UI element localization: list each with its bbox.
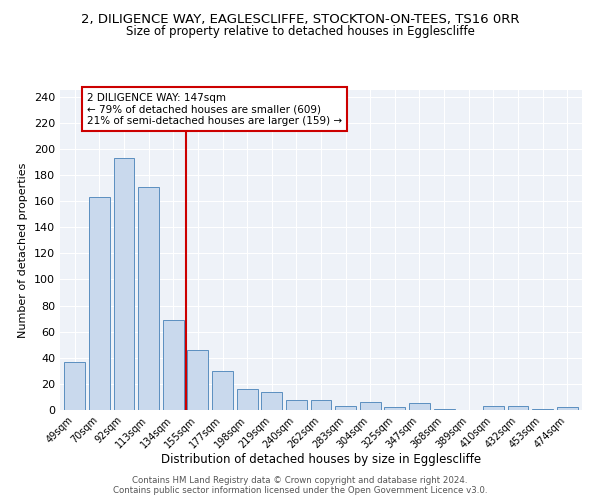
Bar: [89, 197, 110, 410]
Text: Contains HM Land Registry data © Crown copyright and database right 2024.
Contai: Contains HM Land Registry data © Crown c…: [113, 476, 487, 495]
Text: Size of property relative to detached houses in Egglescliffe: Size of property relative to detached ho…: [125, 25, 475, 38]
Bar: [286, 400, 307, 410]
Bar: [163, 320, 184, 410]
Bar: [409, 404, 430, 410]
Bar: [138, 186, 159, 410]
Bar: [187, 350, 208, 410]
Bar: [483, 406, 504, 410]
Bar: [532, 408, 553, 410]
Bar: [557, 408, 578, 410]
Bar: [236, 389, 257, 410]
Bar: [64, 362, 85, 410]
Bar: [311, 400, 331, 410]
Bar: [360, 402, 381, 410]
Bar: [113, 158, 134, 410]
Text: 2, DILIGENCE WAY, EAGLESCLIFFE, STOCKTON-ON-TEES, TS16 0RR: 2, DILIGENCE WAY, EAGLESCLIFFE, STOCKTON…: [81, 12, 519, 26]
Bar: [261, 392, 282, 410]
Bar: [434, 408, 455, 410]
Bar: [508, 406, 529, 410]
Bar: [335, 406, 356, 410]
Text: Distribution of detached houses by size in Egglescliffe: Distribution of detached houses by size …: [161, 452, 481, 466]
Bar: [212, 371, 233, 410]
Y-axis label: Number of detached properties: Number of detached properties: [19, 162, 28, 338]
Bar: [385, 408, 406, 410]
Text: 2 DILIGENCE WAY: 147sqm
← 79% of detached houses are smaller (609)
21% of semi-d: 2 DILIGENCE WAY: 147sqm ← 79% of detache…: [87, 92, 342, 126]
